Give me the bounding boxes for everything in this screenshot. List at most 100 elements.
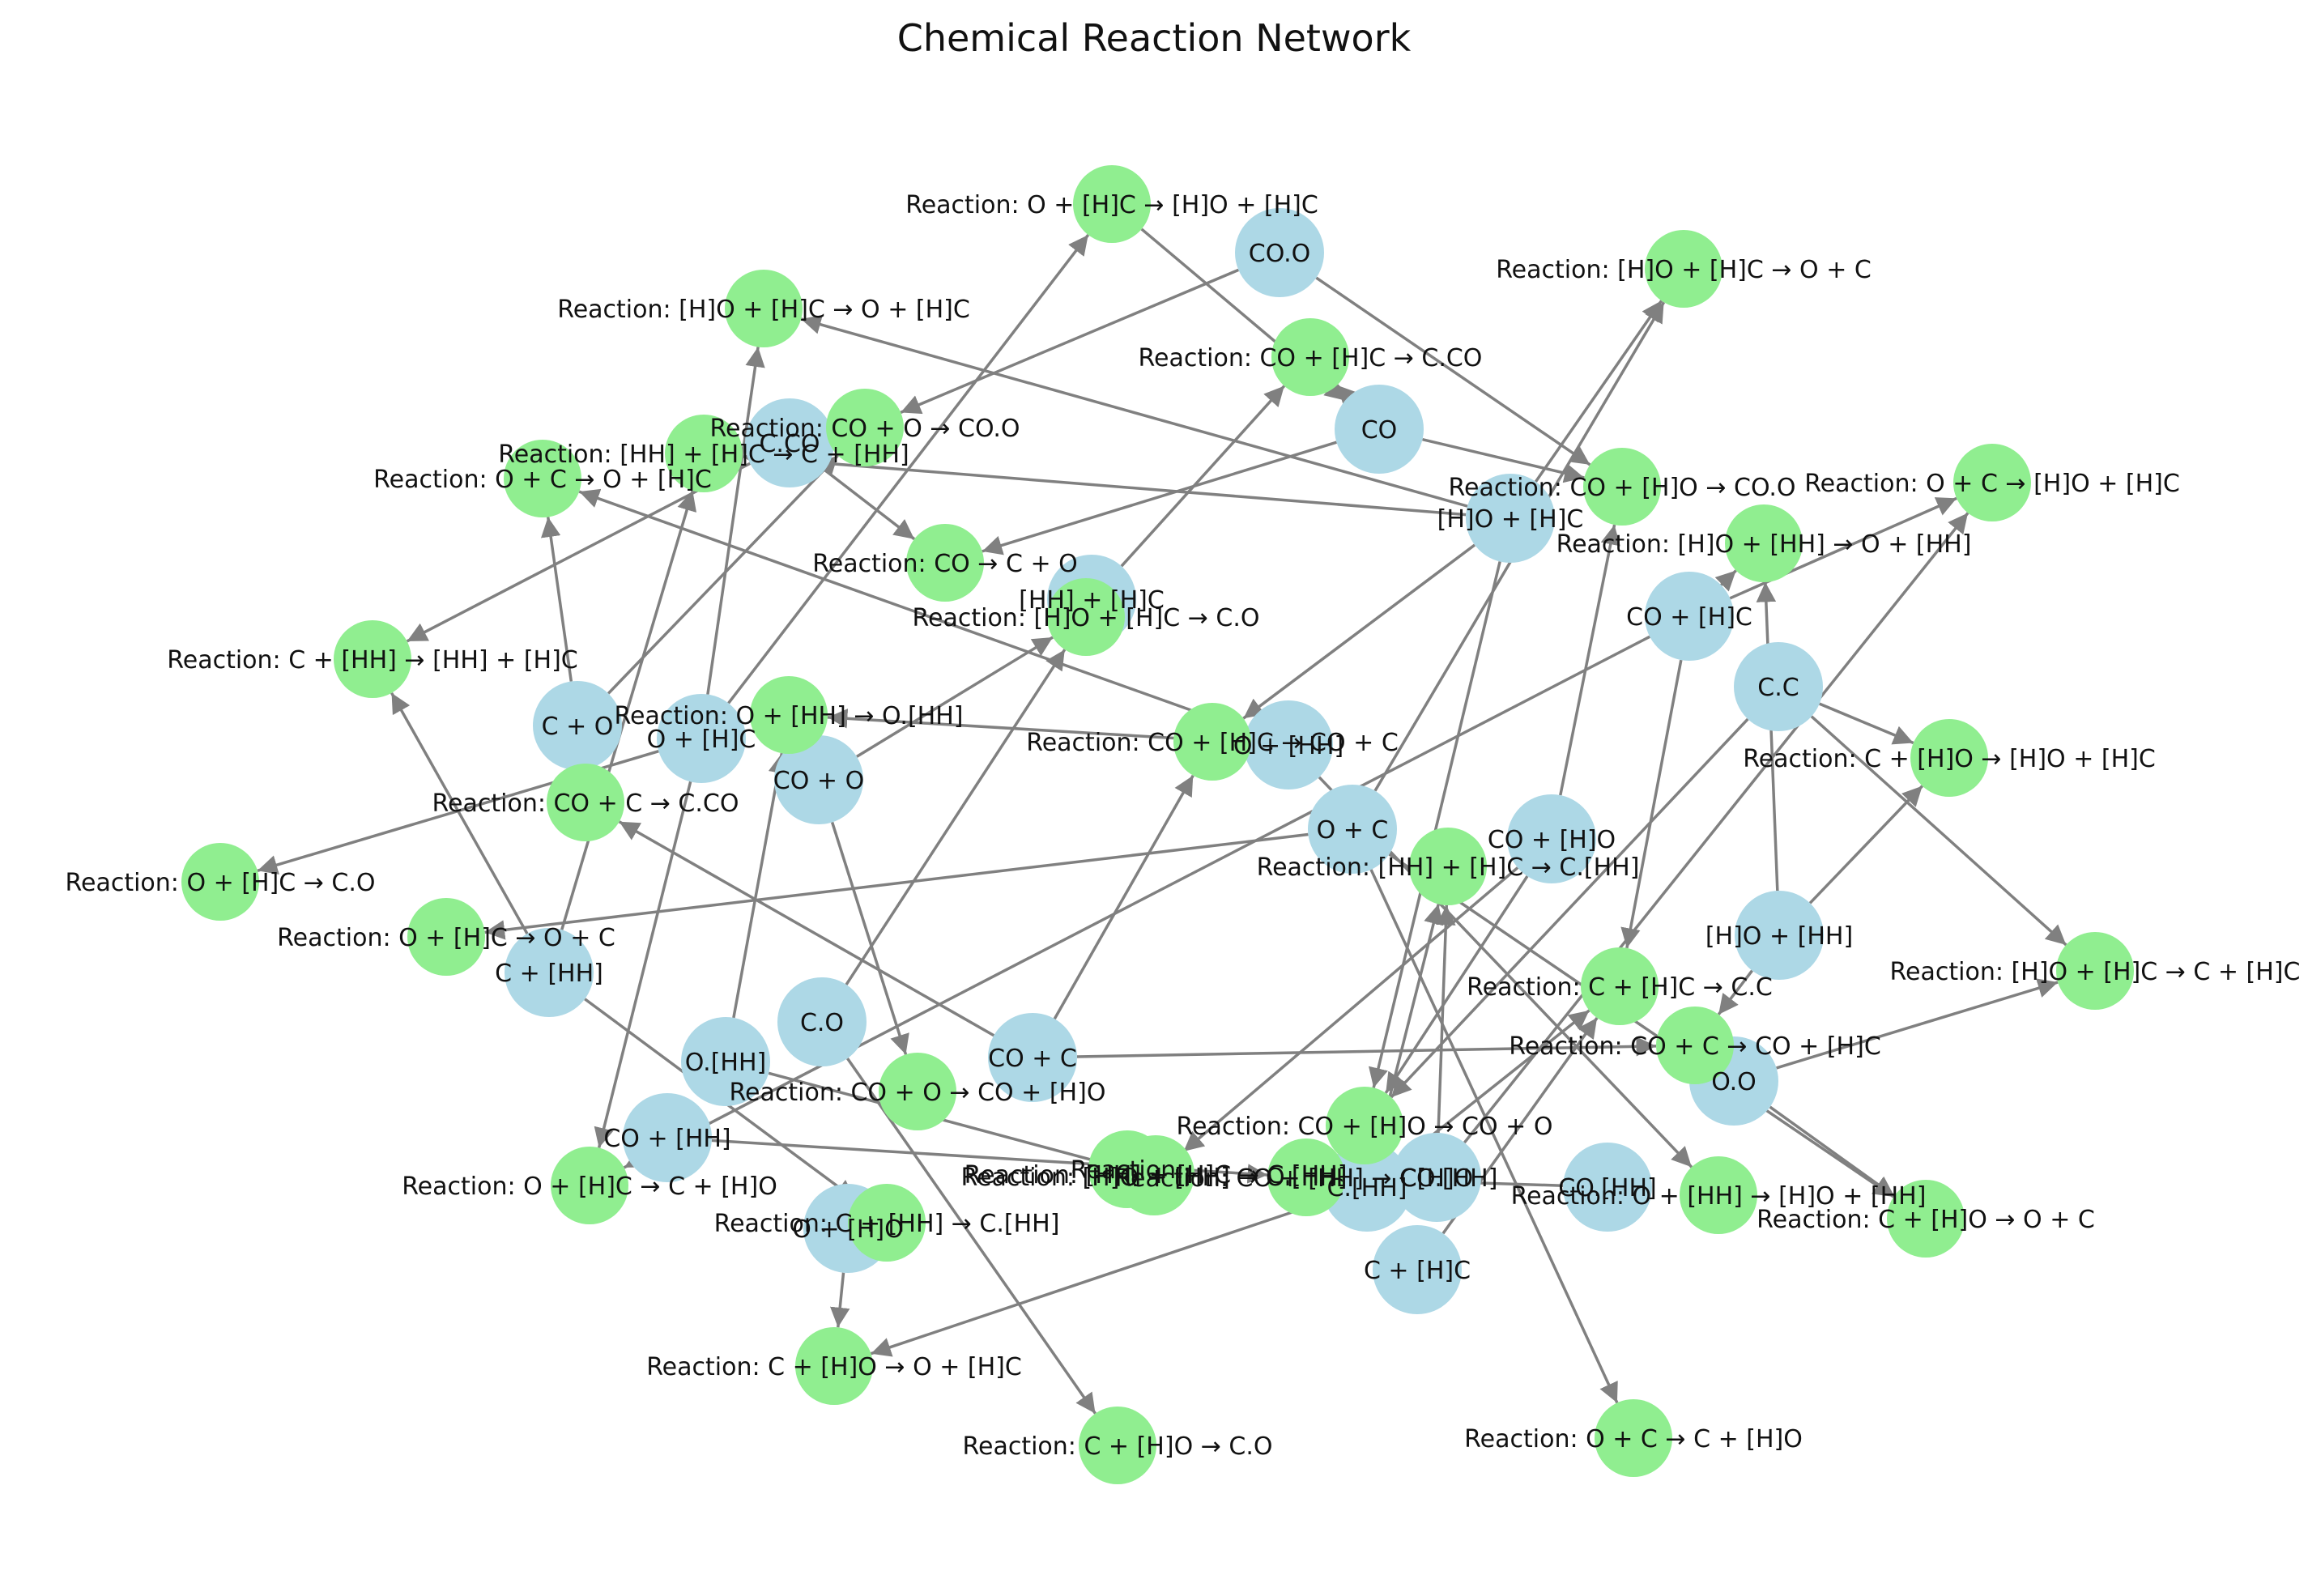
edge-arrow bbox=[830, 821, 909, 1055]
reaction-node-label: Reaction: bbox=[1071, 1156, 1184, 1185]
edge-arrow bbox=[1808, 785, 1924, 904]
edge-arrow bbox=[1819, 702, 1914, 745]
reaction-node-label: Reaction: O + C → [H]O + [H]C bbox=[1804, 470, 2180, 498]
reaction-node-label: Reaction: O + [H]C → [H]O + [H]C bbox=[905, 191, 1318, 219]
reaction-node bbox=[725, 270, 803, 347]
reaction-node bbox=[2056, 932, 2134, 1010]
edge-arrow bbox=[594, 781, 692, 1148]
reaction-node-label: Reaction: CO + [H]C → C.CO bbox=[1139, 344, 1483, 372]
edge-arrow bbox=[856, 636, 1054, 758]
edge-arrow bbox=[1388, 853, 1895, 1198]
species-node-label: O.[HH] bbox=[685, 1049, 766, 1077]
species-node-label: CO + [H]C bbox=[1626, 603, 1752, 632]
reaction-node bbox=[1117, 1135, 1194, 1213]
reaction-node-label: Reaction: O + [HH] → [H]O + [HH] bbox=[1511, 1182, 1927, 1211]
species-node-label: O.O bbox=[1711, 1068, 1757, 1096]
reaction-node bbox=[1656, 1007, 1734, 1084]
species-node bbox=[533, 681, 622, 770]
edge-arrow bbox=[1315, 276, 1591, 466]
reaction-node-label: Reaction: [HH] + [H]C → C.[HH] bbox=[1257, 853, 1640, 882]
reaction-node bbox=[1409, 828, 1487, 905]
species-node-label: [HH] + [H]C bbox=[1019, 586, 1165, 615]
species-node bbox=[1373, 1225, 1462, 1314]
reaction-node-label: Reaction: O + [H]C → C.O bbox=[66, 869, 376, 897]
reaction-node bbox=[407, 898, 485, 976]
edge-arrow bbox=[390, 692, 529, 934]
reaction-node-label: Reaction: O + [H]C → O + C bbox=[277, 924, 615, 952]
chart-title: Chemical Reaction Network bbox=[896, 16, 1412, 60]
species-node-label: CO bbox=[1361, 416, 1398, 445]
edge-arrow bbox=[1559, 524, 1620, 796]
species-node-label: O + [H]C bbox=[647, 726, 756, 754]
reaction-node bbox=[879, 1053, 956, 1130]
reaction-node bbox=[1583, 448, 1661, 526]
edge-arrow bbox=[900, 268, 1240, 415]
edge-arrow bbox=[1756, 581, 1779, 892]
reaction-node-label: Reaction: [H]O + [HH] → O + [HH] bbox=[1556, 530, 1972, 559]
species-node-label: CO.O bbox=[1249, 240, 1311, 268]
species-node-label: [H]O + [H]C bbox=[1437, 505, 1584, 534]
species-node bbox=[681, 1017, 770, 1106]
reaction-node-label: Reaction: O + C → C + [H]O bbox=[1464, 1425, 1803, 1453]
species-node bbox=[1235, 208, 1324, 297]
species-node bbox=[1466, 474, 1555, 563]
edge-arrow bbox=[870, 1199, 1326, 1357]
species-node bbox=[1335, 385, 1424, 474]
edge-arrow bbox=[1335, 384, 1358, 406]
reaction-node bbox=[906, 524, 984, 602]
reaction-node-label: Reaction: C + [HH] → [HH] + [H]C bbox=[167, 646, 577, 675]
edge-arrow bbox=[1463, 512, 1969, 1144]
reaction-node bbox=[1595, 1399, 1672, 1477]
reaction-node bbox=[547, 764, 624, 841]
reaction-node-label: Reaction: CO + O → CO.O bbox=[709, 415, 1020, 443]
edge-arrow bbox=[1120, 385, 1286, 568]
edge-arrow bbox=[623, 635, 1650, 1169]
species-node bbox=[1734, 642, 1823, 731]
reaction-node-label: Reaction: CO + O → CO + [H]O bbox=[730, 1079, 1106, 1107]
species-node bbox=[745, 398, 834, 487]
species-node-label: CO + [H]O bbox=[1488, 826, 1616, 854]
reaction-node bbox=[1581, 947, 1659, 1025]
species-node bbox=[623, 1093, 712, 1182]
reaction-node bbox=[750, 676, 828, 754]
reaction-node bbox=[334, 620, 411, 698]
species-node bbox=[777, 977, 867, 1066]
node-layer bbox=[181, 165, 2134, 1484]
edge-arrow bbox=[830, 1272, 850, 1328]
species-node-label: C.CO bbox=[759, 430, 820, 458]
species-node-label: O + C bbox=[1317, 816, 1389, 845]
species-node-label: CO.[HH] bbox=[1558, 1174, 1656, 1202]
edge-arrow bbox=[1053, 774, 1194, 1020]
species-node-label: [H]O + [HH] bbox=[1705, 922, 1853, 951]
species-node-label: CO + [HH] bbox=[603, 1125, 730, 1153]
edge-arrow bbox=[540, 517, 573, 682]
edge-arrow bbox=[727, 233, 1090, 704]
species-node bbox=[1507, 794, 1596, 883]
edge-arrow bbox=[1810, 715, 2067, 947]
reaction-node-label: Reaction: [H]O + [H]C → C + [H]C bbox=[1890, 958, 2301, 986]
reaction-node-label: Reaction: CO + [HH] → CO.[HH] bbox=[1115, 1164, 1498, 1193]
reaction-node-label: Reaction: CO + [H]C → CO + C bbox=[1026, 729, 1399, 757]
species-node bbox=[657, 694, 746, 783]
reaction-node bbox=[795, 1327, 873, 1405]
reaction-node bbox=[1326, 1087, 1403, 1164]
species-node bbox=[1308, 785, 1397, 874]
edge-arrow bbox=[560, 490, 697, 930]
edge-arrow bbox=[824, 469, 916, 541]
species-node bbox=[1244, 700, 1333, 789]
species-node bbox=[774, 735, 863, 824]
reaction-node bbox=[1887, 1180, 1965, 1258]
reaction-node-label: Reaction: O + [H]C → C + [H]O bbox=[402, 1173, 777, 1201]
edge-arrow bbox=[732, 752, 789, 1019]
species-node-label: C.[HH] bbox=[1326, 1174, 1407, 1202]
reaction-node-label: Reaction: [HH] + [H]C → C + [HH] bbox=[498, 440, 909, 469]
edge-arrow bbox=[484, 832, 1309, 940]
species-node bbox=[1392, 1133, 1481, 1222]
edge-arrow bbox=[1717, 969, 1753, 1015]
edge-arrow bbox=[607, 454, 839, 695]
species-node bbox=[1645, 572, 1734, 661]
reaction-node bbox=[1953, 444, 2031, 521]
reaction-node-label: Reaction: CO + C → CO + [H]C bbox=[1509, 1032, 1881, 1061]
reaction-node-label: Reaction: C + [HH] → C.[HH] bbox=[714, 1210, 1060, 1238]
reaction-node-label: Reaction: O + C → O + [H]C bbox=[373, 466, 712, 494]
